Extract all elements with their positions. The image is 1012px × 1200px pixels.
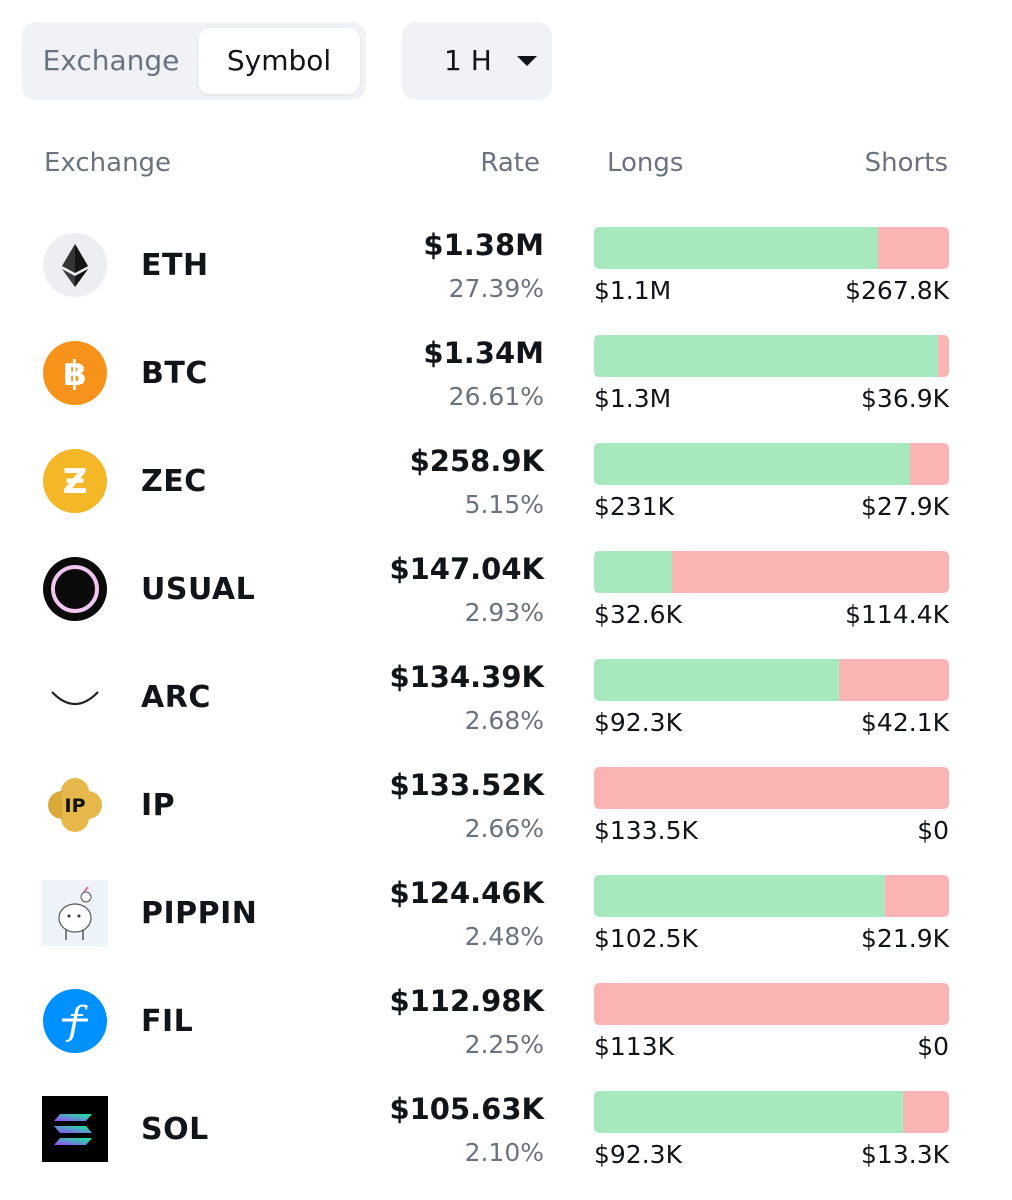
symbol-label: USUAL bbox=[141, 572, 256, 607]
view-toggle: Exchange Symbol bbox=[22, 22, 366, 100]
longs-value: $32.6K bbox=[594, 600, 682, 629]
symbol-label: IP bbox=[141, 788, 176, 823]
longs-value: $92.3K bbox=[594, 708, 682, 737]
long-bar-fill bbox=[594, 659, 839, 701]
symbol-label: ZEC bbox=[141, 464, 207, 499]
long-short-bar bbox=[594, 335, 949, 377]
symbol-label: BTC bbox=[141, 356, 208, 391]
shorts-value: $13.3K bbox=[861, 1140, 949, 1169]
long-short-bar bbox=[594, 227, 949, 269]
svg-text:IP: IP bbox=[65, 795, 86, 817]
eth-icon bbox=[42, 232, 108, 298]
usual-icon bbox=[42, 556, 108, 622]
column-header-shorts: Shorts bbox=[864, 148, 948, 178]
liquidation-amount: $134.39K bbox=[389, 660, 544, 694]
long-bar-fill bbox=[594, 335, 939, 377]
svg-text:฿: ฿ bbox=[63, 354, 87, 394]
ip-icon: IP bbox=[42, 772, 108, 838]
shorts-value: $42.1K bbox=[861, 708, 949, 737]
longs-value: $102.5K bbox=[594, 924, 698, 953]
longs-value: $113K bbox=[594, 1032, 675, 1061]
long-bar-fill bbox=[594, 551, 673, 593]
liquidation-amount: $133.52K bbox=[389, 768, 544, 802]
longs-value: $1.3M bbox=[594, 384, 672, 413]
rate-percent: 5.15% bbox=[464, 490, 544, 519]
shorts-value: $267.8K bbox=[845, 276, 949, 305]
caret-down-icon bbox=[517, 56, 537, 66]
liquidation-amount: $1.34M bbox=[423, 336, 544, 370]
liquidation-amount: $147.04K bbox=[389, 552, 544, 586]
long-bar-fill bbox=[594, 875, 886, 917]
long-short-bar bbox=[594, 443, 949, 485]
long-bar-fill bbox=[594, 227, 878, 269]
long-bar-fill bbox=[594, 443, 910, 485]
btc-icon: ฿ bbox=[42, 340, 108, 406]
toggle-exchange-button[interactable]: Exchange bbox=[42, 44, 180, 77]
long-short-bar bbox=[594, 983, 949, 1025]
zec-icon: Ƶ bbox=[42, 448, 108, 514]
table-row[interactable]: f FIL $112.98K 2.25% $113K $0 bbox=[0, 978, 1012, 1086]
table-row[interactable]: Ƶ ZEC $258.9K 5.15% $231K $27.9K bbox=[0, 438, 1012, 546]
rate-percent: 2.48% bbox=[464, 922, 544, 951]
table-row[interactable]: SOL $105.63K 2.10% $92.3K $13.3K bbox=[0, 1086, 1012, 1194]
rate-percent: 2.66% bbox=[464, 814, 544, 843]
long-short-bar bbox=[594, 1091, 949, 1133]
symbol-label: SOL bbox=[141, 1112, 209, 1147]
table-row[interactable]: PIPPIN $124.46K 2.48% $102.5K $21.9K bbox=[0, 870, 1012, 978]
pippin-icon bbox=[42, 880, 108, 946]
symbol-label: ARC bbox=[141, 680, 211, 715]
table-row[interactable]: ETH $1.38M 27.39% $1.1M $267.8K bbox=[0, 222, 1012, 330]
shorts-value: $0 bbox=[917, 1032, 949, 1061]
longs-value: $92.3K bbox=[594, 1140, 682, 1169]
shorts-value: $114.4K bbox=[845, 600, 949, 629]
symbol-label: ETH bbox=[141, 248, 209, 283]
liquidation-amount: $258.9K bbox=[409, 444, 544, 478]
longs-value: $133.5K bbox=[594, 816, 698, 845]
longs-value: $1.1M bbox=[594, 276, 672, 305]
shorts-value: $36.9K bbox=[861, 384, 949, 413]
liquidation-amount: $112.98K bbox=[389, 984, 544, 1018]
rate-percent: 27.39% bbox=[448, 274, 544, 303]
symbol-label: PIPPIN bbox=[141, 896, 258, 931]
column-header-exchange: Exchange bbox=[44, 148, 172, 178]
rate-percent: 2.68% bbox=[464, 706, 544, 735]
liquidation-amount: $124.46K bbox=[389, 876, 544, 910]
long-short-bar bbox=[594, 551, 949, 593]
arc-icon bbox=[42, 664, 108, 730]
symbol-label: FIL bbox=[141, 1004, 194, 1039]
rate-percent: 26.61% bbox=[448, 382, 544, 411]
table-row[interactable]: USUAL $147.04K 2.93% $32.6K $114.4K bbox=[0, 546, 1012, 654]
longs-value: $231K bbox=[594, 492, 675, 521]
rate-percent: 2.10% bbox=[464, 1138, 544, 1167]
shorts-value: $21.9K bbox=[861, 924, 949, 953]
svg-text:Ƶ: Ƶ bbox=[63, 462, 88, 502]
long-short-bar bbox=[594, 875, 949, 917]
table-row[interactable]: ARC $134.39K 2.68% $92.3K $42.1K bbox=[0, 654, 1012, 762]
table-row[interactable]: ฿ BTC $1.34M 26.61% $1.3M $36.9K bbox=[0, 330, 1012, 438]
column-header-rate: Rate bbox=[480, 148, 540, 178]
liquidation-amount: $1.38M bbox=[423, 228, 544, 262]
shorts-value: $0 bbox=[917, 816, 949, 845]
timeframe-label: 1 H bbox=[444, 44, 492, 77]
column-header-longs: Longs bbox=[607, 148, 684, 178]
long-bar-fill bbox=[594, 1091, 903, 1133]
table-row[interactable]: IP IP $133.52K 2.66% $133.5K $0 bbox=[0, 762, 1012, 870]
timeframe-dropdown[interactable]: 1 H bbox=[402, 22, 552, 100]
shorts-value: $27.9K bbox=[861, 492, 949, 521]
fil-icon: f bbox=[42, 988, 108, 1054]
long-short-bar bbox=[594, 659, 949, 701]
long-short-bar bbox=[594, 767, 949, 809]
toggle-symbol-button[interactable]: Symbol bbox=[198, 28, 360, 94]
rate-percent: 2.25% bbox=[464, 1030, 544, 1059]
liquidation-amount: $105.63K bbox=[389, 1092, 544, 1126]
sol-icon bbox=[42, 1096, 108, 1162]
rate-percent: 2.93% bbox=[464, 598, 544, 627]
